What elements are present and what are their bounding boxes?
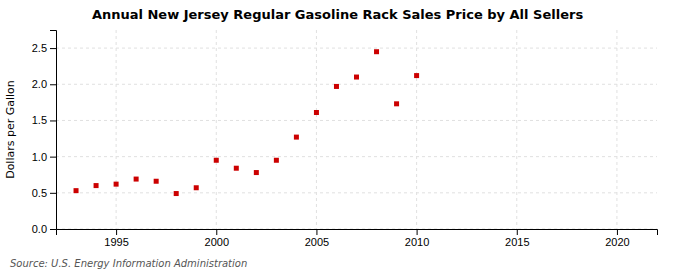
point	[274, 158, 279, 163]
x-tick: 2020	[605, 229, 629, 248]
point	[414, 73, 419, 78]
point	[214, 158, 219, 163]
x-tick-mark	[517, 229, 518, 235]
x-tick-mark	[417, 229, 418, 235]
y-tick-label: 0.5	[32, 187, 47, 199]
grid-line-y	[56, 156, 657, 157]
grid-line-x	[216, 30, 217, 229]
grid-line-x	[416, 30, 417, 229]
y-tick-mark	[50, 229, 56, 230]
grid-line-y	[56, 48, 657, 49]
grid-line-x	[516, 30, 517, 229]
grid-line-y	[56, 192, 657, 193]
title: Annual New Jersey Regular Gasoline Rack …	[92, 7, 584, 22]
point	[94, 183, 99, 188]
grid-line-x	[316, 30, 317, 229]
point	[314, 110, 319, 115]
plot-area: 1995 2000 2005 2010 2015 2020 0.0 0.5 1.0 1.5 2.0 2…	[32, 30, 658, 248]
point	[154, 179, 159, 184]
x-tick-mark	[116, 229, 117, 235]
grid-line-x	[116, 30, 117, 229]
y-tick-mark	[50, 84, 56, 85]
point	[334, 84, 339, 89]
chart-container: 1995 2000 2005 2010 2015 2020 0.0 0.5 1.0 1.5 2.0 2…	[0, 0, 675, 275]
y-tick-label: 1.5	[32, 114, 47, 126]
point	[74, 188, 79, 193]
y-tick: 2.5	[32, 42, 56, 54]
x-tick: 2015	[505, 229, 529, 248]
y-tick: 2.0	[32, 78, 56, 90]
y-tick-mark	[50, 193, 56, 194]
x-tick-label: 2000	[205, 236, 229, 248]
point	[254, 170, 259, 175]
x-tick-mark	[216, 229, 217, 235]
x-tick-label: 1995	[104, 236, 128, 248]
point	[374, 49, 379, 54]
y-tick-label: 0.0	[32, 223, 47, 235]
x-tick-label: 2020	[605, 236, 629, 248]
x-axis: 1995 2000 2005 2010 2015 2020	[57, 229, 658, 248]
grid-line-y	[56, 120, 657, 121]
x-tick-mark	[617, 229, 618, 235]
point	[354, 75, 359, 80]
point	[134, 177, 139, 182]
x-axis-line	[57, 230, 658, 236]
grid	[56, 30, 657, 229]
y-tick-label: 2.5	[32, 42, 47, 54]
y-tick-mark	[50, 48, 56, 49]
y-axis-line	[50, 31, 57, 230]
y-tick-mark	[50, 120, 56, 121]
y-tick-mark	[50, 157, 56, 158]
y-tick: 1.0	[32, 151, 56, 163]
marks	[74, 49, 420, 196]
x-tick-mark	[316, 229, 317, 235]
chart-svg: 1995 2000 2005 2010 2015 2020 0.0 0.5 1.0 1.5 2.0 2…	[0, 0, 675, 275]
x-tick: 2005	[305, 229, 329, 248]
y-axis: 0.0 0.5 1.0 1.5 2.0 2.5	[32, 31, 57, 236]
y-tick: 0.0	[32, 223, 56, 235]
x-tick: 2000	[205, 229, 229, 248]
x-tick-label: 2015	[505, 236, 529, 248]
y-tick-label: 1.0	[32, 151, 47, 163]
grid-line-y	[56, 84, 657, 85]
x-tick-label: 2010	[405, 236, 429, 248]
point	[174, 191, 179, 196]
point	[294, 135, 299, 140]
point	[394, 101, 399, 106]
point	[194, 185, 199, 190]
point	[114, 182, 119, 187]
grid-line-x	[616, 30, 617, 229]
annotation: Source: U.S. Energy Information Administ…	[10, 258, 247, 269]
y-tick: 0.5	[32, 187, 56, 199]
x-tick-label: 2005	[305, 236, 329, 248]
y-tick: 1.5	[32, 114, 56, 126]
x-tick: 1995	[104, 229, 128, 248]
point	[234, 166, 239, 171]
y-tick-label: 2.0	[32, 78, 47, 90]
x-tick: 2010	[405, 229, 429, 248]
y-axis-label: Dollars per Gallon	[4, 80, 17, 179]
